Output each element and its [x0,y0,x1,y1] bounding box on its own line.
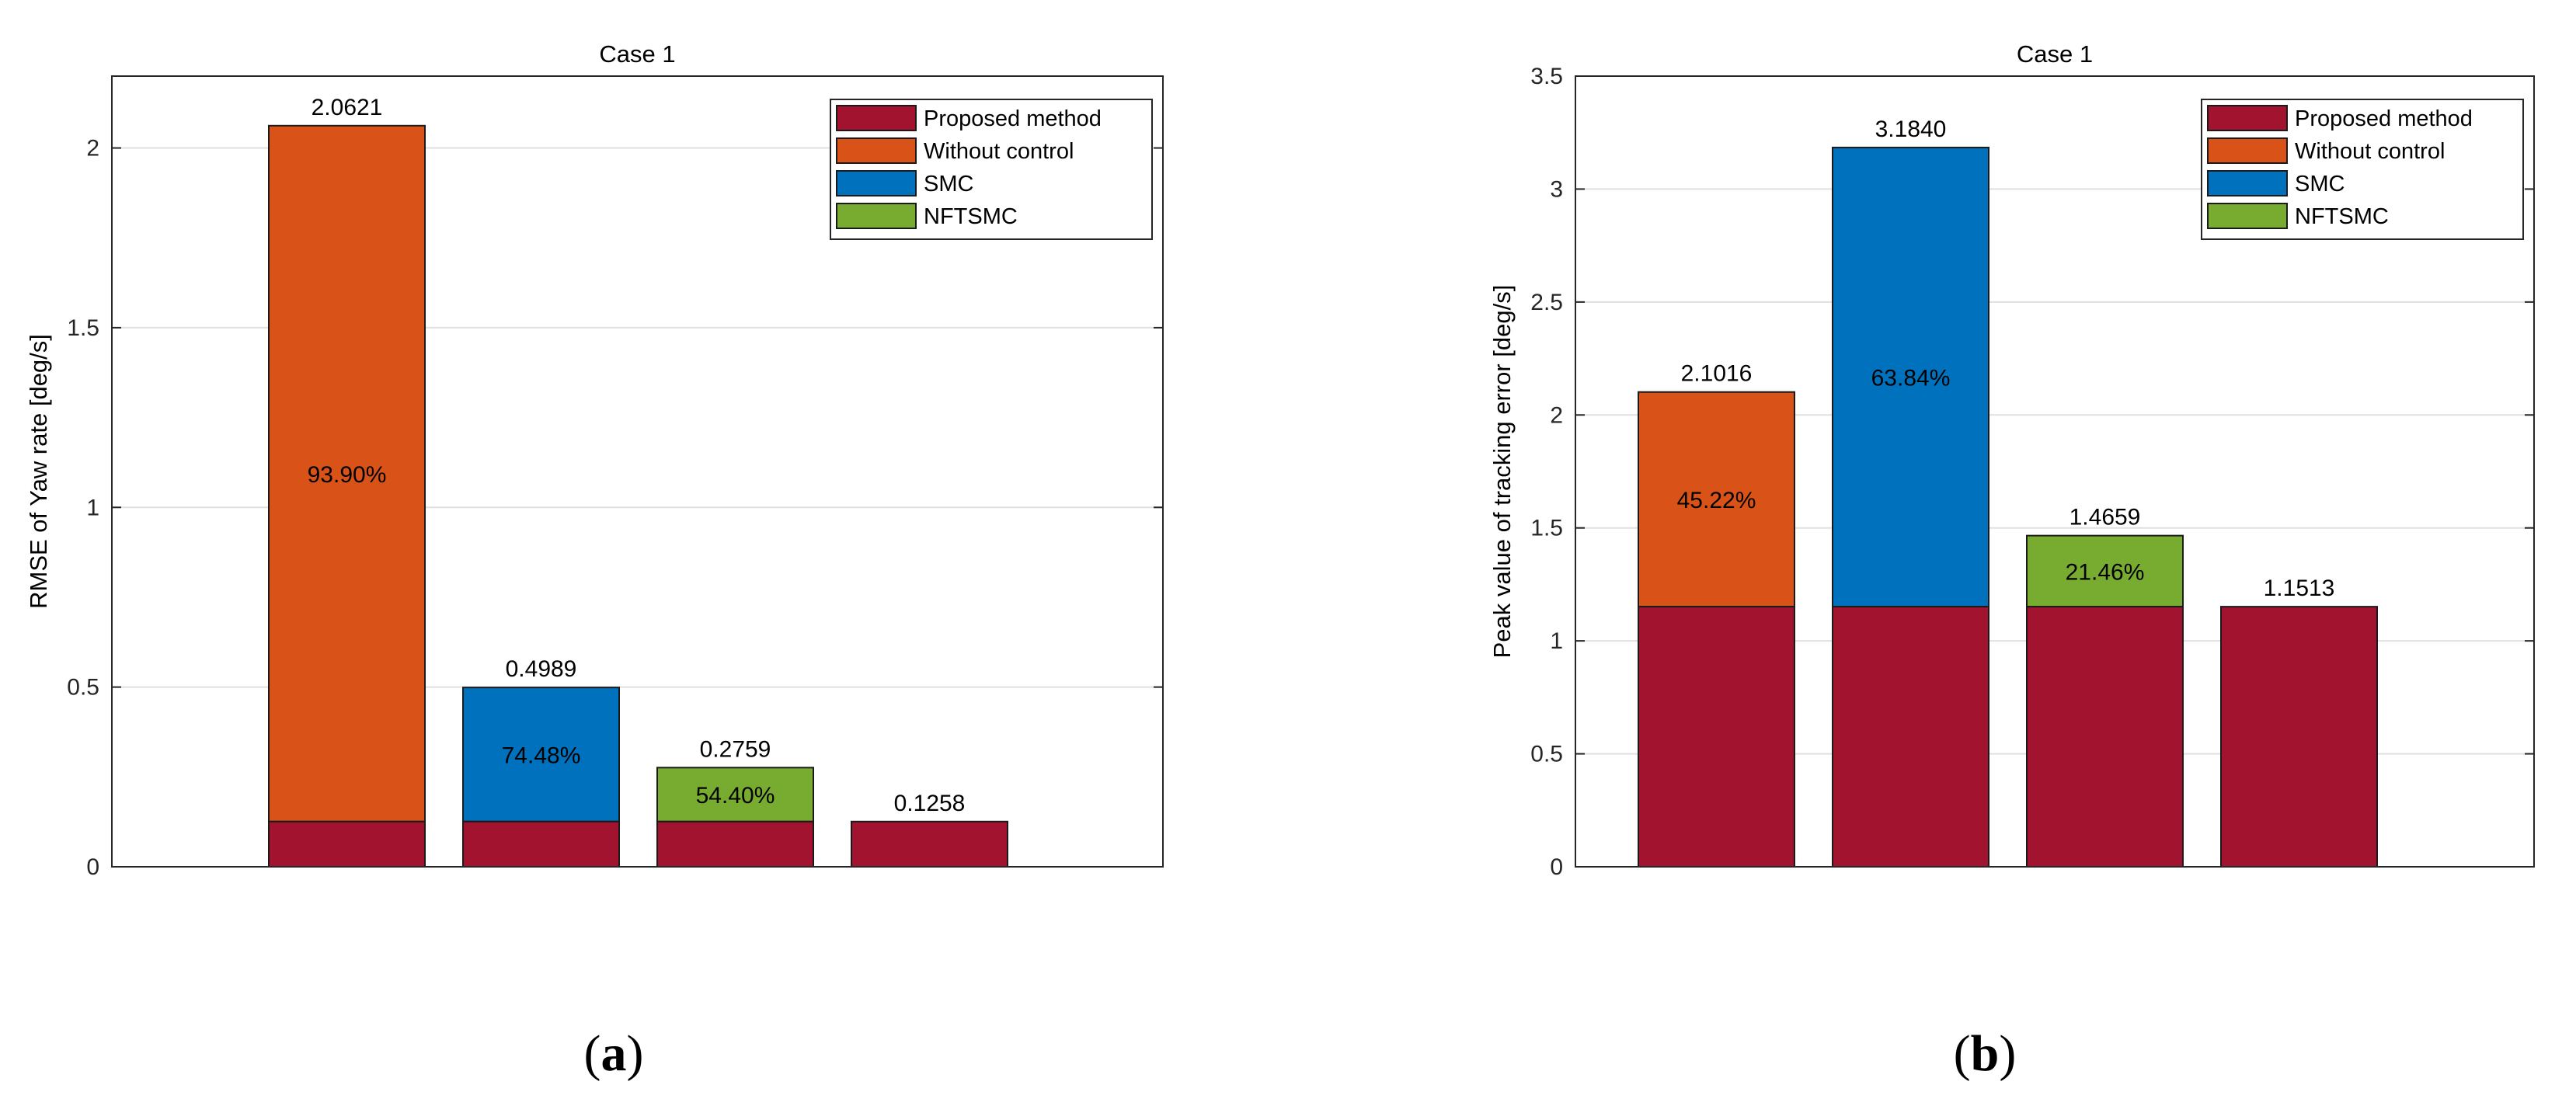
bar-value-label: 2.0621 [312,95,383,120]
bar-value-label: 1.4659 [2070,505,2141,530]
bar-segment-proposed-method [1832,606,1989,868]
bar-segment-proposed-method [656,820,814,868]
legend-swatch [836,137,917,164]
y-tick-label: 0 [1550,854,1563,880]
bar-segment-proposed-method [2026,606,2184,868]
y-tick-label: 2 [1550,402,1563,428]
chart-title: Case 1 [599,40,675,68]
legend-swatch [836,170,917,196]
bar-percent-label: 63.84% [1871,366,1951,391]
y-tick-label: 0.5 [1530,742,1563,767]
bar-percent-label: 93.90% [308,462,387,488]
legend-label: Without control [2295,139,2445,164]
legend: Proposed method Without control SMC NFTSMC [830,99,1153,240]
legend-swatch [836,105,917,131]
bar-segment-proposed-method [2220,606,2378,868]
bar-value-label: 3.1840 [1875,117,1947,142]
y-tick-label: 0.5 [67,675,99,701]
bar-value-label: 1.1513 [2264,576,2335,601]
y-axis-label: RMSE of Yaw rate [deg/s] [25,334,52,609]
legend-label: SMC [924,172,973,196]
legend-swatch [836,203,917,229]
bar-percent-label: 74.48% [502,743,581,768]
bar-segment-nftsmc [2026,534,2184,608]
y-tick-label: 2 [86,136,99,162]
y-tick-label: 1 [1550,628,1563,654]
legend-label: SMC [2295,172,2345,196]
bar-segment-without-control [1638,391,1795,608]
legend-label: Proposed method [924,106,1102,131]
bar-segment-nftsmc [656,767,814,823]
bar-value-label: 0.1258 [894,791,966,816]
figure-caption: (b) [1954,1025,2017,1082]
legend-swatch [2207,105,2288,131]
bar-percent-label: 21.46% [2066,559,2145,585]
legend-label: NFTSMC [924,204,1018,229]
legend-label: NFTSMC [2295,204,2389,229]
legend-swatch [2207,170,2288,196]
bar-value-label: 2.1016 [1681,361,1753,387]
bar-percent-label: 45.22% [1677,488,1756,513]
axes-box [1575,75,2535,868]
bar-value-label: 0.4989 [506,656,577,682]
bar-value-label: 0.2759 [700,736,771,762]
bar-segment-smc [462,687,620,823]
bar-segment-proposed-method [462,820,620,868]
legend-label: Without control [924,139,1074,164]
chart-panel-2: 2.1016 45.22% 3.1840 63.84% 1.4659 21.46% 1.15… [1488,40,2535,1082]
y-axis-label: Peak value of tracking error [deg/s] [1488,285,1516,659]
bar-segment-proposed-method [851,820,1008,868]
y-tick-label: 0 [86,854,99,880]
y-tick-label: 2.5 [1530,290,1563,315]
bar-segment-proposed-method [268,820,426,868]
figure-caption: (a) [584,1025,644,1082]
y-tick-label: 3 [1550,176,1563,202]
bar-segment-proposed-method [1638,606,1795,868]
chart-title: Case 1 [2017,40,2093,68]
legend-swatch [2207,203,2288,229]
legend-label: Proposed method [2295,106,2473,131]
y-tick-label: 3.5 [1530,64,1563,89]
bar-percent-label: 54.40% [696,783,775,809]
y-tick-label: 1.5 [1530,516,1563,541]
chart-panel-1: 2.0621 93.90% 0.4989 74.48% 0.2759 54.40% 0.12… [25,40,1164,1082]
bar-segment-smc [1832,146,1989,608]
legend-swatch [2207,137,2288,164]
y-tick-label: 1.5 [67,315,99,341]
y-tick-label: 1 [86,495,99,520]
axes-box [111,75,1164,868]
legend: Proposed method Without control SMC NFTSMC [2201,99,2524,240]
